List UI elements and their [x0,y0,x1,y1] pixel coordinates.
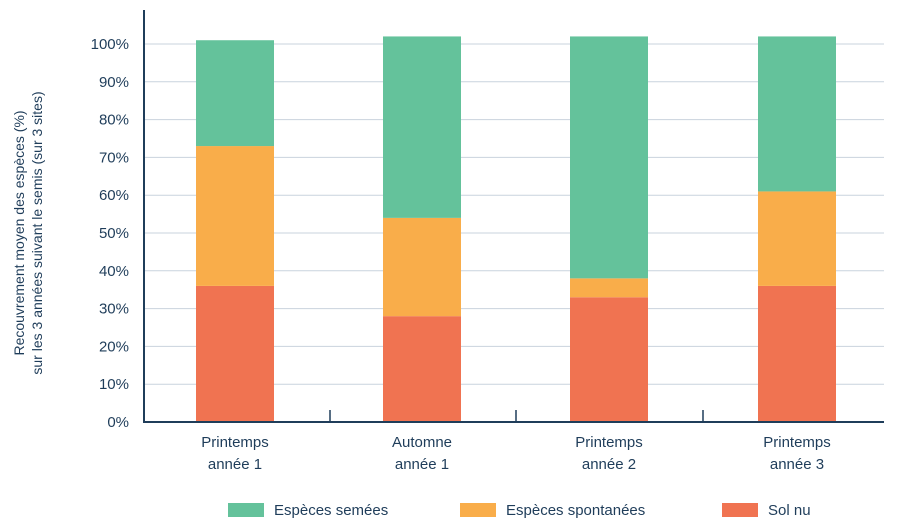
y-axis-title: Recouvrement moyen des espèces (%) [11,110,27,355]
y-tick-label: 80% [99,112,129,129]
bar-segment [383,36,461,218]
legend-label: Sol nu [768,502,811,519]
bar-segment [570,278,648,298]
bar-segment [570,36,648,279]
y-tick-label: 100% [91,36,129,53]
x-tick-label: année 2 [582,456,636,473]
x-category-labels: Printemps année 1 Automne année 1 Printemps a… [201,434,831,473]
y-tick-label: 40% [99,263,129,280]
bar-segment [196,285,274,422]
bar-segment [758,285,836,422]
x-tick-label: Automne [392,434,452,451]
legend-swatch [460,503,496,517]
y-axis-label: Recouvrement moyen des espèces (%) sur le… [11,91,45,374]
y-tick-label: 10% [99,376,129,393]
bar-segment [196,40,274,147]
x-tick-label: année 3 [770,456,824,473]
bar-segment [196,146,274,286]
legend-swatch [722,503,758,517]
legend-label: Espèces spontanées [506,502,645,519]
bars [196,36,836,422]
legend-swatch [228,503,264,517]
y-tick-label: 60% [99,187,129,204]
y-tick-labels: 0% 10% 20% 30% 40% 50% 60% 70% 80% 90% 100% [91,36,129,431]
y-tick-label: 50% [99,225,129,242]
bar-segment [758,191,836,286]
y-axis-title: sur les 3 années suivant le semis (sur 3… [29,91,45,374]
bar-segment [758,36,836,192]
x-tick-label: année 1 [395,456,449,473]
x-tick-label: Printemps [575,434,643,451]
y-tick-label: 30% [99,301,129,318]
axes [143,10,884,423]
x-tick-label: année 1 [208,456,262,473]
y-tick-label: 0% [107,414,129,431]
bar-segment [570,297,648,422]
bar-segment [383,316,461,422]
x-tick-label: Printemps [201,434,269,451]
y-tick-label: 20% [99,338,129,355]
legend-label: Espèces semées [274,502,388,519]
x-tick-label: Printemps [763,434,831,451]
legend: Espèces semées Espèces spontanées Sol nu [228,502,811,519]
y-tick-label: 90% [99,74,129,91]
y-tick-label: 70% [99,149,129,166]
bar-segment [383,217,461,317]
